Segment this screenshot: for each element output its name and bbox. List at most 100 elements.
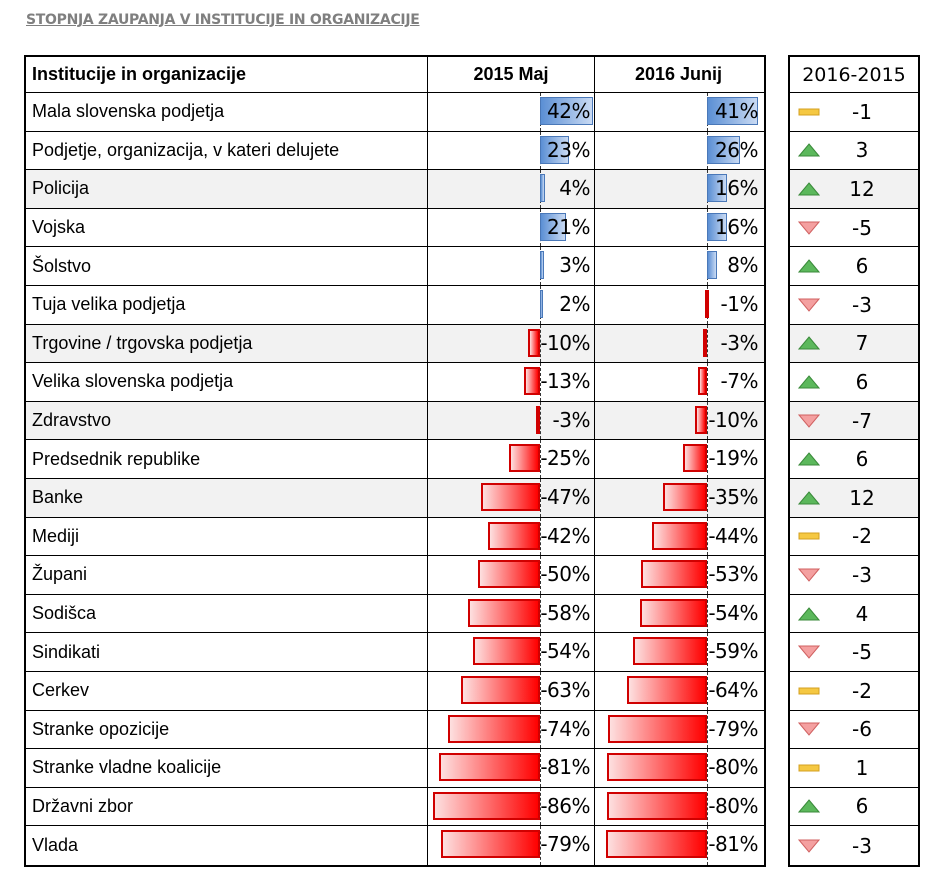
negative-bar [461, 675, 540, 704]
value-2016: -81% [595, 826, 762, 865]
value-label: -19% [708, 446, 758, 471]
negative-bar [438, 753, 540, 782]
negative-bar [605, 830, 707, 859]
institution-name: Mala slovenska podjetja [26, 93, 428, 131]
negative-bar [481, 482, 540, 511]
trend-up-icon [794, 182, 824, 196]
table-row: Državni zbor -86% -80% [26, 787, 764, 827]
value-2016: 8% [595, 247, 762, 285]
value-2015: -74% [428, 710, 595, 749]
diff-value: 6 [855, 794, 869, 819]
value-2016: -54% [595, 594, 762, 633]
value-label: 23% [547, 137, 590, 162]
diff-value: -7 [852, 408, 872, 433]
zero-axis [707, 594, 708, 633]
diff-row: -2 [790, 518, 918, 557]
zero-axis [540, 556, 541, 594]
value-label: -58% [540, 600, 590, 625]
negative-bar [683, 444, 707, 473]
value-label: -81% [540, 755, 590, 780]
value-label: 21% [547, 214, 590, 239]
diff-row: -2 [790, 672, 918, 711]
zero-axis [707, 826, 708, 865]
negative-bar [508, 444, 540, 473]
table-row: Vlada -79% -81% [26, 826, 764, 865]
diff-value: -6 [852, 717, 872, 742]
table-row: Mediji -42% -44% [26, 517, 764, 557]
diff-row: 1 [790, 749, 918, 788]
value-2015: 4% [428, 170, 595, 208]
zero-axis [707, 787, 708, 826]
value-label: -3% [552, 407, 591, 432]
diff-value: -3 [852, 833, 872, 858]
table-row: Šolstvo 3% 8% [26, 247, 764, 286]
trend-down-icon [794, 221, 824, 235]
negative-bar [627, 675, 707, 704]
diff-value: 6 [855, 369, 869, 394]
positive-bar [707, 97, 759, 125]
value-2015: -3% [428, 401, 595, 440]
value-2016: -59% [595, 633, 762, 671]
trend-down-icon [794, 414, 824, 428]
value-2015: -13% [428, 363, 595, 401]
table-row: Podjetje, organizacija, v kateri delujet… [26, 131, 764, 171]
value-2015: -42% [428, 517, 595, 556]
zero-axis [707, 556, 708, 594]
value-2015: 2% [428, 285, 595, 324]
trend-flat-icon [794, 684, 824, 698]
negative-bar [447, 714, 540, 743]
table-row: Zdravstvo -3% -10% [26, 401, 764, 441]
institution-name: Stranke opozicije [26, 710, 428, 749]
diff-row: 6 [790, 363, 918, 402]
diff-value: 7 [855, 331, 869, 356]
diff-row: 6 [790, 788, 918, 827]
negative-bar [705, 289, 709, 318]
zero-axis [707, 324, 708, 363]
zero-axis [540, 324, 541, 363]
diff-value: 6 [855, 447, 869, 472]
negative-bar [694, 405, 707, 434]
zero-axis [540, 710, 541, 749]
trend-up-icon [794, 336, 824, 350]
value-label: -79% [540, 832, 590, 857]
value-label: -81% [708, 832, 758, 857]
negative-bar [663, 482, 707, 511]
negative-bar [432, 791, 540, 820]
table-row: Trgovine / trgovska podjetja -10% -3% [26, 324, 764, 364]
value-label: 16% [715, 176, 758, 201]
table-row: Sodišca -58% -54% [26, 594, 764, 634]
negative-bar [639, 598, 707, 627]
diff-row: 6 [790, 440, 918, 479]
diff-row: -5 [790, 209, 918, 248]
value-label: 8% [727, 253, 758, 278]
table-row: Banke -47% -35% [26, 478, 764, 518]
trend-flat-icon [794, 761, 824, 775]
diff-row: -6 [790, 711, 918, 750]
zero-axis [540, 826, 541, 865]
negative-bar [527, 328, 540, 357]
value-label: -54% [708, 600, 758, 625]
value-2016: -10% [595, 401, 762, 440]
zero-axis [707, 671, 708, 710]
institution-name: Sindikati [26, 633, 428, 671]
diff-value: -3 [852, 292, 872, 317]
zero-axis [707, 517, 708, 556]
value-2015: -54% [428, 633, 595, 671]
zero-axis [540, 787, 541, 826]
institution-name: Šolstvo [26, 247, 428, 285]
trend-up-icon [794, 490, 824, 505]
value-2016: -44% [595, 517, 762, 556]
zero-axis [540, 517, 541, 556]
value-2016: 26% [595, 131, 762, 170]
positive-bar [540, 289, 543, 318]
diff-value: -2 [852, 678, 872, 703]
positive-bar [707, 212, 727, 241]
negative-bar [467, 598, 540, 627]
value-2015: -63% [428, 671, 595, 710]
positive-bar [540, 135, 569, 164]
zero-axis [540, 478, 541, 517]
institution-name: Cerkev [26, 671, 428, 710]
institution-name: Trgovine / trgovska podjetja [26, 324, 428, 363]
trend-up-icon [794, 606, 824, 621]
value-label: -80% [708, 755, 758, 780]
